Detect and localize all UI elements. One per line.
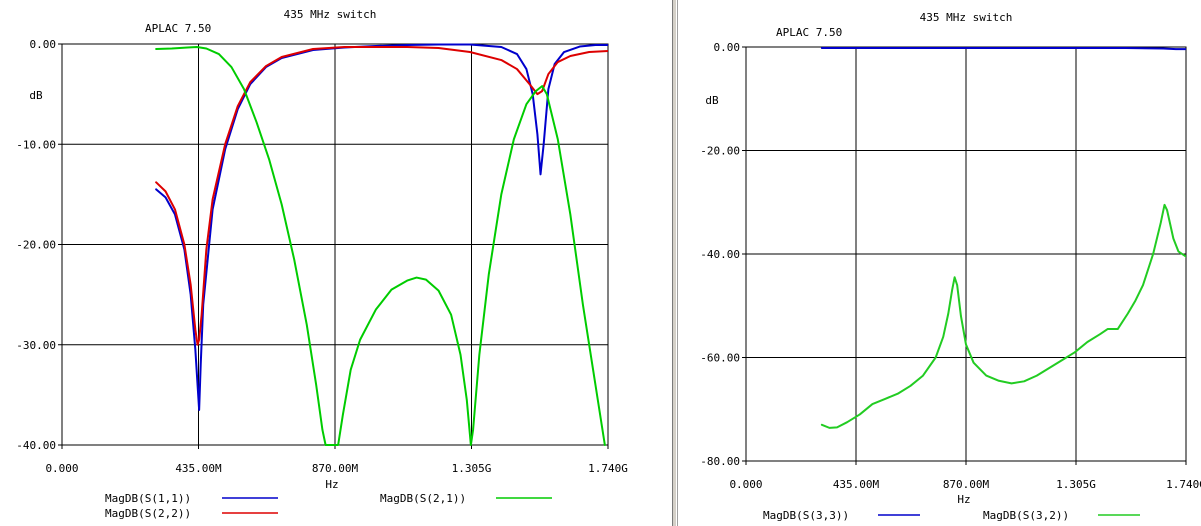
x-axis-label: Hz (325, 478, 338, 491)
y-tick-label: -30.00 (16, 339, 56, 352)
y-axis-label: dB (705, 94, 719, 107)
legend-label: MagDB(S(3,3)) (763, 509, 849, 522)
x-tick-label: 0.000 (729, 478, 762, 491)
x-tick-label: 870.00M (943, 478, 990, 491)
x-tick-label: 1.740G (1166, 478, 1201, 491)
chart-title: 435 MHz switch (284, 8, 377, 21)
legend-label: MagDB(S(1,1)) (105, 492, 191, 505)
y-tick-label: -80.00 (700, 455, 740, 468)
y-tick-label: -60.00 (700, 352, 740, 365)
x-tick-label: 870.00M (312, 462, 359, 475)
panel-divider (672, 0, 673, 526)
x-tick-label: 435.00M (175, 462, 222, 475)
y-tick-label: 0.00 (30, 38, 57, 51)
chart-title: 435 MHz switch (920, 11, 1013, 24)
panel-divider-shadow (677, 0, 678, 526)
panel-divider-face[interactable] (673, 0, 676, 526)
x-tick-label: 1.305G (1056, 478, 1096, 491)
legend-label: MagDB(S(3,2)) (983, 509, 1069, 522)
series-line-2 (155, 46, 608, 346)
x-tick-label: 0.000 (45, 462, 78, 475)
y-tick-label: -40.00 (700, 248, 740, 261)
y-tick-label: -40.00 (16, 439, 56, 452)
y-axis-label: dB (29, 89, 43, 102)
y-tick-label: -20.00 (700, 145, 740, 158)
y-tick-label: 0.00 (714, 41, 741, 54)
y-tick-label: -20.00 (16, 239, 56, 252)
x-axis-label: Hz (957, 493, 970, 506)
panel-divider-highlight (676, 0, 677, 526)
x-tick-label: 1.305G (452, 462, 492, 475)
legend-label: MagDB(S(2,2)) (105, 507, 191, 520)
x-tick-label: 435.00M (833, 478, 880, 491)
chart-left-s11-s22-s21: 435 MHz switch APLAC 7.50 0.000 435.00M 870.… (16, 8, 628, 520)
series-line-2 (820, 203, 1186, 429)
chart-subtitle: APLAC 7.50 (776, 26, 842, 39)
chart-subtitle: APLAC 7.50 (145, 22, 211, 35)
y-tick-label: -10.00 (16, 138, 56, 151)
series-line-3 (155, 46, 606, 446)
x-tick-label: 1.740G (588, 462, 628, 475)
series-line-1 (820, 47, 1186, 51)
legend-label: MagDB(S(2,1)) (380, 492, 466, 505)
